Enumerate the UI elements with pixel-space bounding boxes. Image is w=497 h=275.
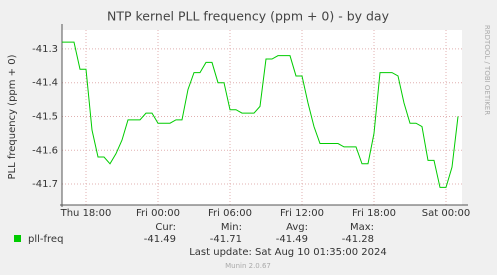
y-tick-label: -41.6 bbox=[32, 145, 58, 156]
y-tick-label: -41.5 bbox=[32, 111, 58, 122]
y-tick-label: -41.4 bbox=[32, 78, 58, 89]
legend-swatch bbox=[14, 235, 21, 242]
stat-value: -41.28 bbox=[342, 234, 374, 245]
chart-title: NTP kernel PLL frequency (ppm + 0) - by … bbox=[107, 9, 390, 24]
x-tick-label: Sat 00:00 bbox=[422, 208, 470, 219]
x-tick-label: Fri 06:00 bbox=[208, 208, 252, 219]
data-line bbox=[62, 41, 459, 188]
stat-header: Cur: bbox=[155, 222, 176, 233]
y-axis-label: PLL frequency (ppm + 0) bbox=[7, 54, 18, 179]
stat-header: Avg: bbox=[286, 222, 308, 233]
x-tick-label: Fri 18:00 bbox=[352, 208, 396, 219]
footer: Munin 2.0.67 bbox=[225, 262, 271, 270]
last-update: Last update: Sat Aug 10 01:35:00 2024 bbox=[189, 247, 387, 258]
stat-header: Max: bbox=[350, 222, 374, 233]
y-tick-label: -41.7 bbox=[32, 179, 58, 190]
stat-value: -41.49 bbox=[144, 234, 176, 245]
plot-area bbox=[62, 30, 462, 205]
stat-value: -41.71 bbox=[210, 234, 242, 245]
stat-header: Min: bbox=[221, 222, 242, 233]
x-tick-label: Thu 18:00 bbox=[60, 208, 112, 219]
y-tick-label: -41.3 bbox=[32, 44, 58, 55]
x-tick-label: Fri 12:00 bbox=[280, 208, 324, 219]
stat-value: -41.49 bbox=[276, 234, 308, 245]
watermark: RRDTOOL / TOBI OETIKER bbox=[483, 25, 491, 115]
legend-label: pll-freq bbox=[28, 234, 63, 245]
x-tick-label: Fri 00:00 bbox=[136, 208, 180, 219]
